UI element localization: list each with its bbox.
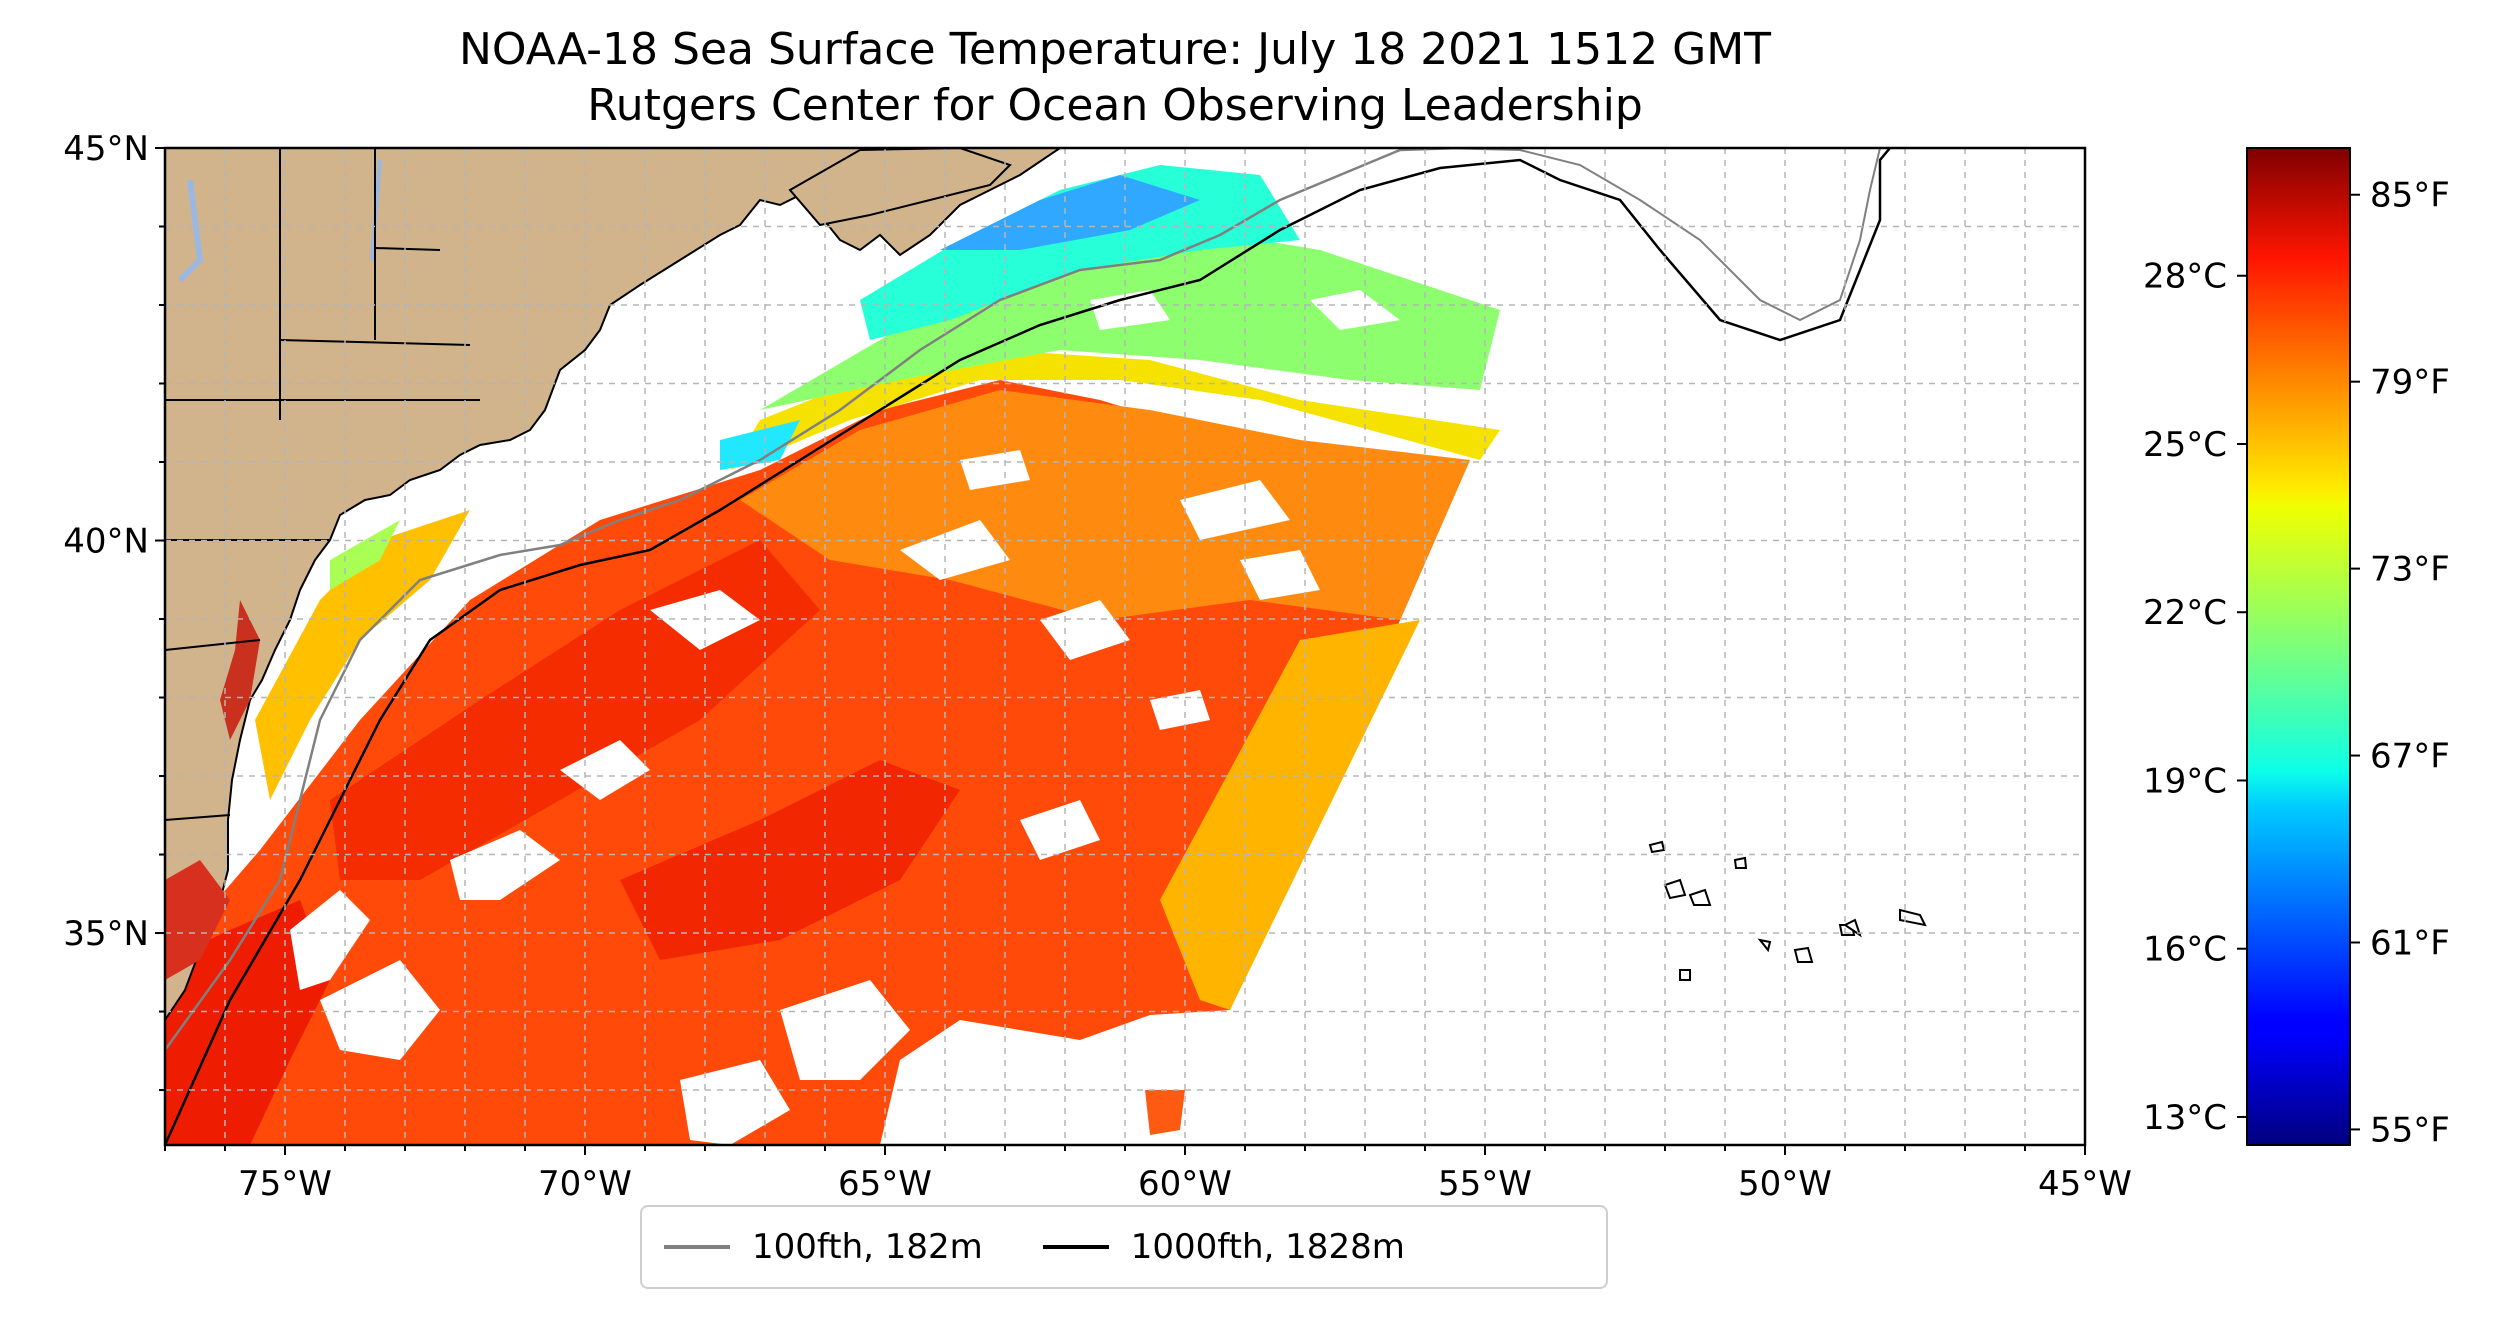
bathymetry: [165, 148, 1891, 1145]
y-tick-label: 45°N: [63, 129, 149, 169]
y-tick-label: 35°N: [63, 914, 149, 954]
map-panel: 75°W 70°W 65°W 60°W 55°W 50°W 45°W 45°N 40°N 35°N: [63, 129, 2132, 1204]
cbar-f-label: 85°F: [2370, 176, 2450, 216]
title-line-1: NOAA-18 Sea Surface Temperature: July 18…: [458, 24, 1772, 75]
sst-yellow-band: [730, 350, 1500, 470]
x-tick-label: 45°W: [2038, 1164, 2132, 1204]
sst-cyan-band: [860, 165, 1300, 340]
legend-label-1000fth: 1000fth, 1828m: [1130, 1227, 1405, 1267]
sst-cold-patch: [940, 175, 1200, 250]
map-legend: 100fth, 182m 1000fth, 1828m: [640, 1205, 1608, 1289]
x-tick-label: 55°W: [1438, 1164, 1532, 1204]
legend-label-100fth: 100fth, 182m: [752, 1227, 983, 1267]
cbar-f-label: 67°F: [2370, 737, 2450, 777]
cbar-c-label: 16°C: [2143, 930, 2227, 970]
legend-swatch-100fth: [664, 1245, 730, 1249]
map-title: NOAA-18 Sea Surface Temperature: July 18…: [150, 22, 2080, 134]
legend-swatch-1000fth: [1042, 1245, 1109, 1249]
x-tick-label: 75°W: [238, 1164, 332, 1204]
map-ticks: 75°W 70°W 65°W 60°W 55°W 50°W 45°W 45°N 40°N 35°N: [63, 129, 2132, 1204]
lake-champlain: [177, 179, 204, 283]
cbar-c-label: 22°C: [2143, 593, 2227, 633]
legend-entry-1000fth: 1000fth, 1828m: [1042, 1227, 1405, 1267]
y-tick-label: 40°N: [63, 522, 149, 562]
sst-hot-patch-1: [165, 900, 330, 1145]
colorbar-gradient: [2246, 147, 2351, 1146]
cbar-f-label: 79°F: [2370, 363, 2450, 403]
nova-scotia: [788, 148, 1012, 227]
colorbar: 85°F 79°F 73°F 67°F 61°F 55°F 28°C 25°C 22°C 19°C…: [2143, 147, 2450, 1151]
cbar-f-label: 55°F: [2370, 1110, 2450, 1150]
gridlines: [165, 148, 2085, 1145]
sst-coastal-green: [330, 520, 400, 590]
colorbar-ticks: 85°F 79°F 73°F 67°F 61°F 55°F 28°C 25°C 22°C 19°C…: [2143, 176, 2450, 1151]
cbar-c-label: 28°C: [2143, 257, 2227, 297]
cbar-f-label: 61°F: [2370, 923, 2450, 963]
sst-small-patch: [1145, 1090, 1185, 1135]
cbar-c-label: 13°C: [2143, 1098, 2227, 1138]
x-tick-label: 50°W: [1738, 1164, 1832, 1204]
islands: [1648, 840, 1927, 981]
title-line-2: Rutgers Center for Ocean Observing Leade…: [587, 80, 1643, 131]
pamlico-sound: [165, 860, 230, 980]
chesapeake-bay: [220, 600, 260, 740]
cbar-c-label: 19°C: [2143, 761, 2227, 801]
sst-east-edge: [1160, 620, 1420, 1010]
cbar-c-label: 25°C: [2143, 425, 2227, 465]
contour-100fth: [165, 148, 1461, 1051]
legend-entry-100fth: 100fth, 182m: [664, 1227, 983, 1267]
x-tick-label: 60°W: [1138, 1164, 1232, 1204]
x-tick-label: 65°W: [838, 1164, 932, 1204]
contour-1000fth: [165, 148, 1891, 1145]
us-mainland: [165, 148, 1062, 1022]
sst-cold-patch-2: [720, 420, 800, 470]
x-tick-label: 70°W: [538, 1164, 632, 1204]
contour-100fth-east: [1439, 148, 1881, 322]
cbar-f-label: 73°F: [2370, 550, 2450, 590]
cloud-gaps: [290, 290, 1400, 1145]
